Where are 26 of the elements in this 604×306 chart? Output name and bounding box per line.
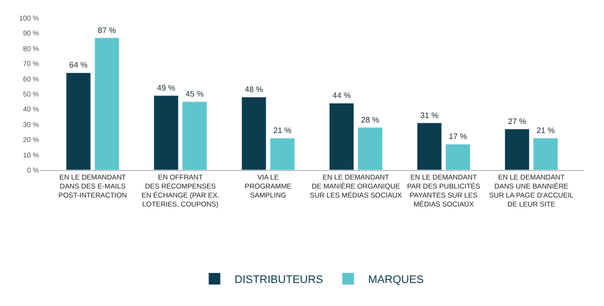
bar xyxy=(154,95,179,170)
data-label: 87 % xyxy=(98,26,116,35)
data-label: 17 % xyxy=(448,132,467,142)
data-label: 48 % xyxy=(244,85,263,94)
legend-label: MARQUES xyxy=(368,274,424,286)
bar xyxy=(66,72,91,170)
bar xyxy=(504,128,530,170)
legend-label: DISTRIBUTEURS xyxy=(234,274,324,286)
data-label: 45 % xyxy=(186,90,204,99)
bar xyxy=(445,144,470,170)
data-label: 44 % xyxy=(332,91,351,100)
bar xyxy=(329,102,354,170)
bar xyxy=(182,101,208,170)
data-label: 31 % xyxy=(420,110,438,120)
bar xyxy=(533,138,558,170)
bar xyxy=(270,138,295,170)
bar xyxy=(416,122,442,170)
data-label: 49 % xyxy=(157,84,176,93)
data-label: 21 % xyxy=(536,126,555,136)
bar xyxy=(241,96,266,170)
data-label: 28 % xyxy=(361,115,380,124)
bar xyxy=(358,127,383,170)
data-label: 27 % xyxy=(508,116,526,126)
bar xyxy=(94,38,120,170)
data-label: 64 % xyxy=(69,60,88,70)
data-label: 21 % xyxy=(273,126,292,136)
